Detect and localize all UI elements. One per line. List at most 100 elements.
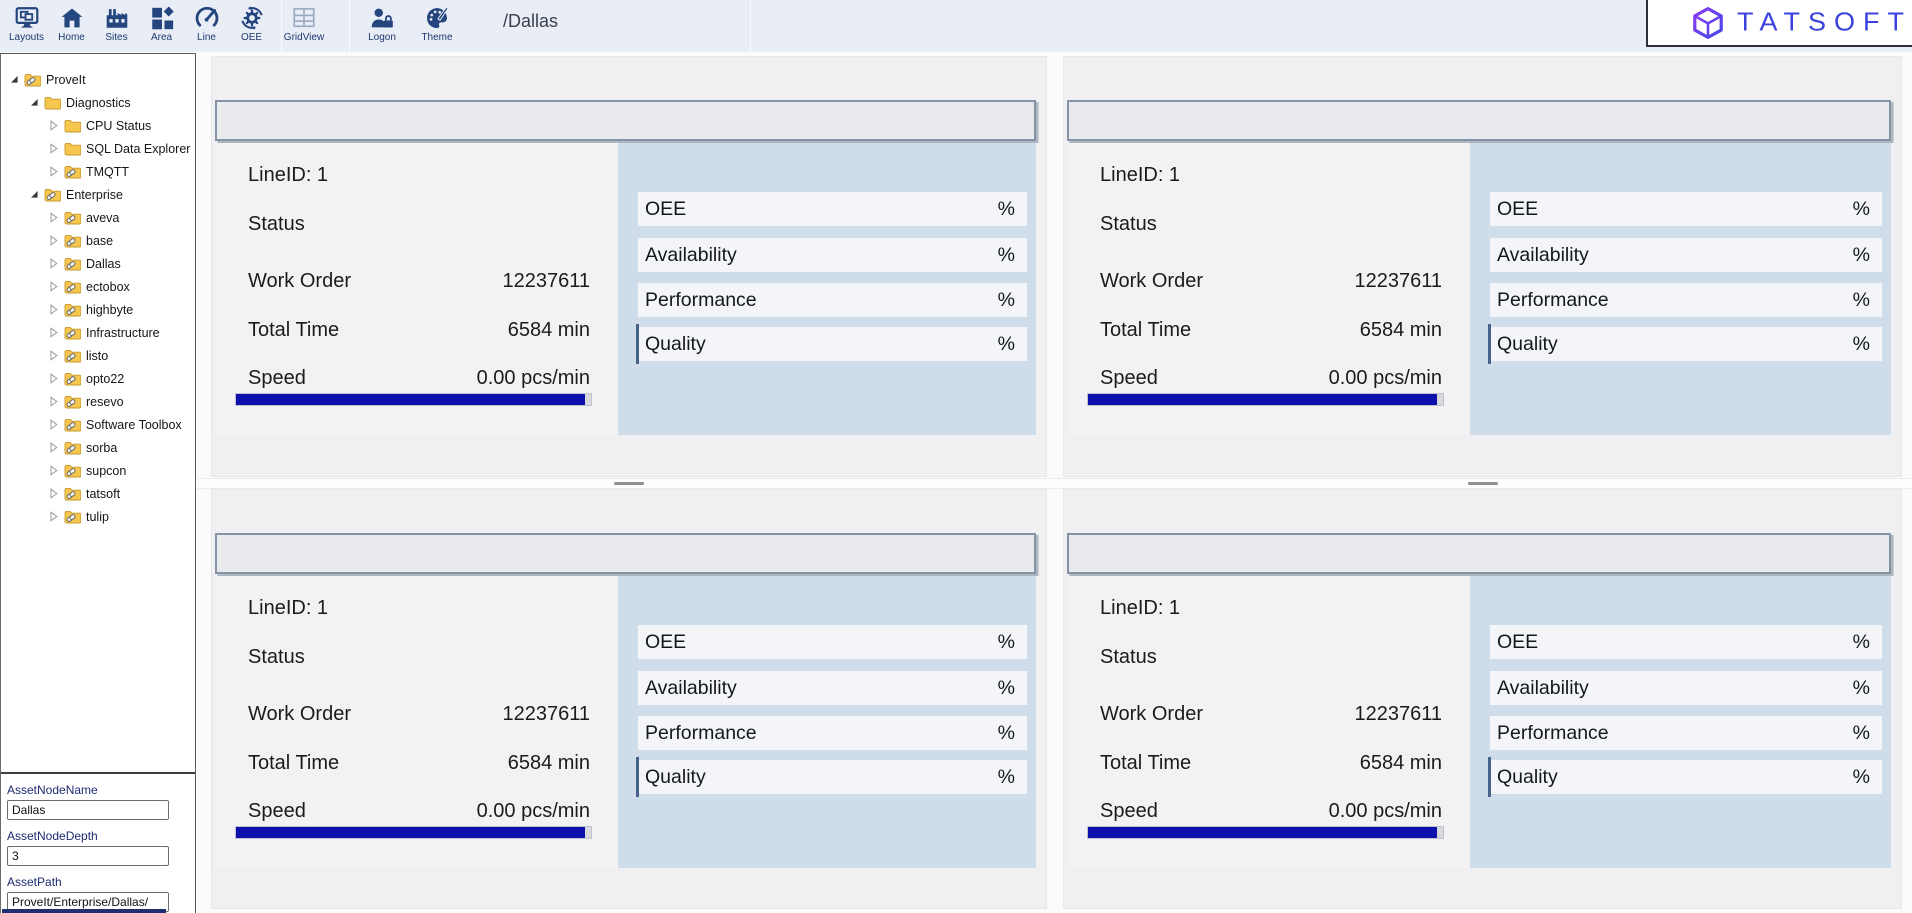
panel-header-bar[interactable] bbox=[1067, 100, 1891, 141]
collapsed-chevron-icon bbox=[50, 511, 58, 522]
tree-item-supcon[interactable]: supcon bbox=[1, 459, 195, 482]
total-time-row: Total Time 6584 min bbox=[1100, 752, 1442, 775]
kpi-label: OEE bbox=[1497, 197, 1539, 220]
tree-item-infrastructure[interactable]: Infrastructure bbox=[1, 321, 195, 344]
collapsed-chevron-icon[interactable] bbox=[49, 143, 60, 154]
collapsed-chevron-icon[interactable] bbox=[49, 258, 60, 269]
toolbar-button-layouts[interactable]: Layouts bbox=[4, 0, 49, 43]
expanded-chevron-icon[interactable] bbox=[9, 74, 20, 85]
kpi-row-availability[interactable]: Availability % bbox=[638, 238, 1027, 272]
toolbar-button-sites[interactable]: Sites bbox=[94, 0, 139, 43]
collapsed-chevron-icon[interactable] bbox=[49, 350, 60, 361]
kpi-row-availability[interactable]: Availability % bbox=[1490, 238, 1882, 272]
collapsed-chevron-icon[interactable] bbox=[49, 511, 60, 522]
linked-folder-icon bbox=[64, 441, 81, 455]
splitter-grip[interactable] bbox=[1468, 482, 1498, 485]
assetpath-label: AssetPath bbox=[7, 875, 62, 889]
toolbar-button-home[interactable]: Home bbox=[49, 0, 94, 43]
tree-item-dallas[interactable]: Dallas bbox=[1, 252, 195, 275]
collapsed-chevron-icon[interactable] bbox=[49, 465, 60, 476]
tree-item-software-toolbox[interactable]: Software Toolbox bbox=[1, 413, 195, 436]
kpi-row-availability[interactable]: Availability % bbox=[638, 671, 1027, 705]
expanded-chevron-icon[interactable] bbox=[29, 97, 40, 108]
assetnodename-input[interactable] bbox=[7, 800, 169, 820]
assetnodedepth-input[interactable] bbox=[7, 846, 169, 866]
total-time-value: 6584 min bbox=[1359, 319, 1442, 341]
tree-item-tmqtt[interactable]: TMQTT bbox=[1, 160, 195, 183]
kpi-row-oee[interactable]: OEE % bbox=[1490, 625, 1882, 659]
kpi-row-performance[interactable]: Performance % bbox=[638, 283, 1027, 317]
speed-row: Speed 0.00 pcs/min bbox=[248, 800, 590, 823]
gridview-icon bbox=[291, 5, 317, 31]
panel-header-bar[interactable] bbox=[215, 100, 1036, 141]
kpi-row-performance[interactable]: Performance % bbox=[1490, 716, 1882, 750]
toolbar-button-label: Line bbox=[197, 32, 216, 43]
toolbar-button-theme[interactable]: Theme bbox=[408, 0, 466, 43]
tree-item-sorba[interactable]: sorba bbox=[1, 436, 195, 459]
status-label: Status bbox=[1100, 213, 1157, 235]
tree-item-ectobox[interactable]: ectobox bbox=[1, 275, 195, 298]
speed-progress-fill bbox=[236, 827, 585, 838]
kpi-unit: % bbox=[1852, 243, 1870, 266]
toolbar-button-gridview[interactable]: GridView bbox=[274, 0, 334, 43]
kpi-row-performance[interactable]: Performance % bbox=[638, 716, 1027, 750]
collapsed-chevron-icon[interactable] bbox=[49, 373, 60, 384]
collapsed-chevron-icon[interactable] bbox=[49, 304, 60, 315]
collapsed-chevron-icon[interactable] bbox=[49, 327, 60, 338]
panel-header-bar[interactable] bbox=[1067, 533, 1891, 574]
tree-item-resevo[interactable]: resevo bbox=[1, 390, 195, 413]
kpi-row-quality[interactable]: Quality % bbox=[636, 757, 1027, 797]
kpi-row-oee[interactable]: OEE % bbox=[638, 192, 1027, 226]
collapsed-chevron-icon bbox=[50, 304, 58, 315]
tree-item-label: ectobox bbox=[86, 279, 130, 294]
tree-item-diagnostics[interactable]: Diagnostics bbox=[1, 91, 195, 114]
collapsed-chevron-icon bbox=[50, 281, 58, 292]
collapsed-chevron-icon[interactable] bbox=[49, 212, 60, 223]
collapsed-chevron-icon[interactable] bbox=[49, 419, 60, 430]
tree-item-proveit[interactable]: ProveIt bbox=[1, 68, 195, 91]
tree-item-aveva[interactable]: aveva bbox=[1, 206, 195, 229]
kpi-row-quality[interactable]: Quality % bbox=[636, 324, 1027, 364]
collapsed-chevron-icon[interactable] bbox=[49, 166, 60, 177]
line-panel-3: LineID: 1 Status Work Order 12237611 Tot… bbox=[211, 489, 1047, 909]
kpi-row-availability[interactable]: Availability % bbox=[1490, 671, 1882, 705]
panel-header-bar[interactable] bbox=[215, 533, 1036, 574]
toolbar-button-line[interactable]: Line bbox=[184, 0, 229, 43]
tree-item-listo[interactable]: listo bbox=[1, 344, 195, 367]
collapsed-chevron-icon[interactable] bbox=[49, 235, 60, 246]
tree-item-label: opto22 bbox=[86, 371, 125, 386]
tree-item-cpu-status[interactable]: CPU Status bbox=[1, 114, 195, 137]
collapsed-chevron-icon bbox=[50, 258, 58, 269]
collapsed-chevron-icon[interactable] bbox=[49, 396, 60, 407]
collapsed-chevron-icon bbox=[50, 350, 58, 361]
tree-item-opto22[interactable]: opto22 bbox=[1, 367, 195, 390]
toolbar-button-logon[interactable]: Logon bbox=[356, 0, 408, 43]
kpi-row-quality[interactable]: Quality % bbox=[1488, 324, 1882, 364]
toolbar-button-area[interactable]: Area bbox=[139, 0, 184, 43]
theme-icon bbox=[424, 5, 450, 31]
linked-folder-icon bbox=[64, 257, 81, 271]
tree-item-base[interactable]: base bbox=[1, 229, 195, 252]
kpi-unit: % bbox=[997, 332, 1015, 355]
tree-item-tatsoft[interactable]: tatsoft bbox=[1, 482, 195, 505]
splitter-grip[interactable] bbox=[614, 482, 644, 485]
collapsed-chevron-icon[interactable] bbox=[49, 488, 60, 499]
horizontal-splitter[interactable] bbox=[197, 478, 1912, 489]
tree-item-tulip[interactable]: tulip bbox=[1, 505, 195, 528]
toolbar-button-label: Area bbox=[150, 32, 173, 43]
collapsed-chevron-icon[interactable] bbox=[49, 281, 60, 292]
toolbar-button-oee[interactable]: OEE bbox=[229, 0, 274, 43]
tree-item-enterprise[interactable]: Enterprise bbox=[1, 183, 195, 206]
expanded-chevron-icon[interactable] bbox=[29, 189, 40, 200]
collapsed-chevron-icon[interactable] bbox=[49, 442, 60, 453]
kpi-row-quality[interactable]: Quality % bbox=[1488, 757, 1882, 797]
linked-folder-icon bbox=[64, 395, 81, 409]
tree-item-highbyte[interactable]: highbyte bbox=[1, 298, 195, 321]
sidebar-bottom-scrollbar[interactable] bbox=[2, 909, 166, 913]
tree-item-sql-data-explorer[interactable]: SQL Data Explorer bbox=[1, 137, 195, 160]
kpi-row-oee[interactable]: OEE % bbox=[638, 625, 1027, 659]
collapsed-chevron-icon[interactable] bbox=[49, 120, 60, 131]
kpi-row-performance[interactable]: Performance % bbox=[1490, 283, 1882, 317]
assetpath-input[interactable] bbox=[7, 892, 169, 912]
kpi-row-oee[interactable]: OEE % bbox=[1490, 192, 1882, 226]
